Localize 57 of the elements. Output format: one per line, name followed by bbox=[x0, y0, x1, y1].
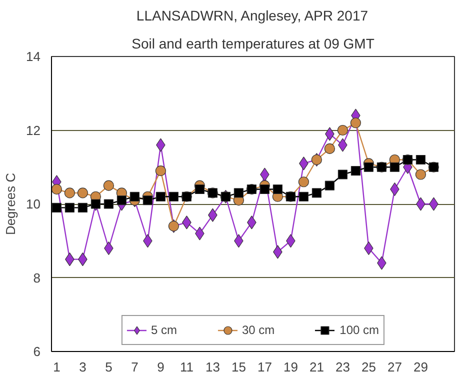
point bbox=[298, 192, 308, 202]
point bbox=[415, 169, 426, 180]
y-tick-label: 12 bbox=[26, 122, 41, 138]
point bbox=[324, 180, 334, 190]
y-tick-label: 14 bbox=[26, 49, 41, 64]
x-tick-label: 1 bbox=[53, 360, 60, 374]
point bbox=[130, 192, 140, 202]
x-tick-label: 25 bbox=[361, 360, 376, 374]
point bbox=[103, 180, 114, 191]
legend-label: 30 cm bbox=[242, 323, 275, 337]
x-tick-label: 3 bbox=[79, 360, 86, 374]
point bbox=[416, 154, 426, 165]
x-tick-label: 15 bbox=[231, 360, 246, 374]
point bbox=[104, 199, 114, 209]
point bbox=[64, 202, 74, 212]
x-tick-label: 21 bbox=[309, 360, 324, 374]
x-tick-label: 13 bbox=[205, 360, 220, 374]
point bbox=[350, 166, 360, 176]
point bbox=[77, 188, 88, 198]
point bbox=[168, 192, 178, 202]
x-tick-label: 11 bbox=[180, 360, 194, 374]
x-tick-label: 7 bbox=[131, 360, 138, 374]
point bbox=[312, 188, 322, 198]
x-tick-label: 23 bbox=[335, 360, 350, 374]
y-tick-label: 8 bbox=[33, 270, 41, 286]
point bbox=[155, 166, 166, 176]
x-tick-label: 29 bbox=[413, 360, 428, 374]
point bbox=[337, 124, 348, 136]
point bbox=[52, 202, 62, 212]
point bbox=[194, 184, 204, 194]
point bbox=[364, 162, 374, 172]
point bbox=[298, 176, 309, 188]
point bbox=[78, 202, 88, 212]
point bbox=[272, 184, 282, 194]
point bbox=[116, 196, 126, 206]
point bbox=[324, 143, 335, 154]
legend-label: 5 cm bbox=[150, 323, 177, 337]
x-tick-label: 17 bbox=[257, 360, 272, 374]
point bbox=[64, 188, 75, 198]
point bbox=[350, 118, 361, 128]
point bbox=[142, 196, 152, 206]
x-tick-label: 19 bbox=[283, 360, 298, 374]
point bbox=[260, 184, 270, 194]
point bbox=[52, 184, 62, 195]
y-tick-label: 10 bbox=[26, 196, 41, 212]
x-tick-label: 9 bbox=[157, 360, 164, 374]
point bbox=[156, 192, 166, 202]
chart-title: LLANSADWRN, Anglesey, APR 2017 bbox=[136, 8, 368, 24]
point bbox=[390, 162, 400, 172]
point bbox=[338, 170, 348, 180]
y-tick-label: 6 bbox=[33, 344, 41, 359]
y-axis-title: Degrees C bbox=[3, 172, 18, 236]
x-tick-label: 27 bbox=[387, 360, 402, 374]
chart-subtitle: Soil and earth temperatures at 09 GMT bbox=[132, 36, 375, 52]
point bbox=[234, 188, 244, 198]
legend-label: 100 cm bbox=[340, 323, 380, 337]
x-tick-label: 5 bbox=[105, 360, 112, 374]
